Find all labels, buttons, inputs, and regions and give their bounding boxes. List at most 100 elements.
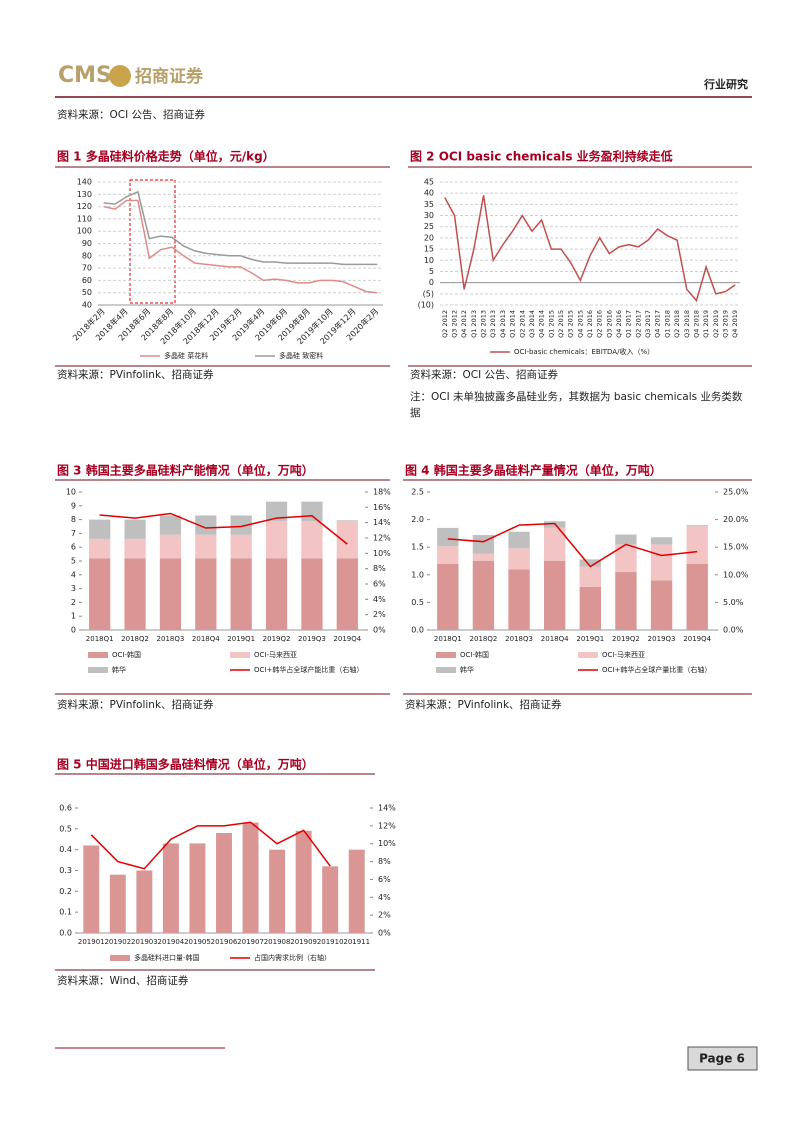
x-tick-label: Q2 2016 — [596, 310, 604, 338]
y2-tick-label: 10% — [378, 839, 396, 848]
x-tick-label: Q2 2015 — [557, 310, 565, 338]
x-tick-label: Q3 2019 — [721, 310, 729, 338]
bar — [159, 515, 182, 535]
chart-title: 图 4 韩国主要多晶硅料产量情况（单位，万吨） — [405, 463, 662, 478]
bar — [162, 843, 179, 933]
bar — [124, 519, 146, 539]
bar — [89, 519, 111, 539]
legend-label: 韩华 — [112, 665, 126, 674]
bar — [508, 548, 530, 570]
x-tick-label: 201905 — [184, 938, 211, 946]
y-tick-label: 9 — [71, 501, 76, 510]
y2-tick-label: 18% — [373, 488, 391, 497]
y2-tick-label: 10% — [373, 549, 391, 558]
line — [90, 821, 331, 870]
y-tick-label: 0 — [429, 278, 434, 287]
y2-tick-label: 2% — [378, 911, 391, 920]
line — [103, 190, 378, 266]
line — [447, 522, 698, 568]
x-tick-label: Q4 2015 — [576, 310, 584, 338]
y-tick-label: 2.0 — [411, 515, 424, 524]
legend-swatch — [230, 652, 250, 658]
y2-tick-label: 12% — [378, 821, 396, 830]
y-tick-label: 120 — [77, 202, 92, 211]
bar — [265, 520, 288, 559]
x-tick-label: Q1 2016 — [586, 310, 594, 338]
y-tick-label: 0 — [71, 626, 76, 635]
bar — [242, 822, 259, 933]
chart-title: 图 1 多晶硅料价格走势（单位，元/kg） — [57, 149, 275, 164]
legend-swatch — [436, 667, 456, 673]
bar — [686, 525, 708, 527]
y-tick-label: 0.3 — [59, 866, 72, 875]
x-tick-label: Q2 2012 — [441, 310, 449, 338]
legend-label: OCI-马来西亚 — [602, 651, 645, 659]
y-tick-label: 90 — [82, 239, 92, 248]
x-tick-label: Q1 2019 — [702, 310, 710, 338]
x-tick-label: Q4 2019 — [731, 310, 739, 338]
y-tick-label: 3 — [71, 584, 76, 593]
x-tick-label: Q1 2017 — [625, 310, 633, 338]
y-tick-label: 8 — [71, 515, 76, 524]
y-tick-label: 0.6 — [59, 804, 72, 813]
x-tick-label: Q2 2018 — [673, 310, 681, 338]
x-tick-label: 2018Q2 — [121, 635, 149, 643]
x-tick-label: Q2 2017 — [634, 310, 642, 338]
x-tick-label: 2019Q3 — [648, 635, 676, 643]
bar — [301, 558, 323, 630]
bar — [301, 501, 323, 521]
source: 资料来源：OCI 公告、招商证券 — [410, 368, 559, 381]
source: 资料来源：OCI 公告、招商证券 — [57, 108, 206, 121]
bar — [230, 515, 252, 535]
bar — [136, 870, 153, 933]
y-tick-label: 80 — [82, 251, 92, 260]
y-tick-label: 10 — [424, 256, 434, 265]
y2-tick-label: 4% — [373, 595, 386, 604]
y-tick-label: 35 — [424, 200, 434, 209]
legend-swatch — [436, 652, 456, 658]
legend-label: OCI-韩国 — [112, 650, 141, 659]
bar — [159, 534, 182, 559]
x-tick-label: Q4 2018 — [692, 310, 700, 338]
y2-tick-label: 2% — [373, 610, 386, 619]
y-tick-label: 10 — [66, 488, 76, 497]
x-tick-label: Q3 2018 — [683, 310, 691, 338]
logo: CMS — [58, 63, 112, 88]
y-tick-label: 0.0 — [59, 929, 72, 938]
bar — [686, 563, 708, 630]
x-tick-label: 2018Q3 — [505, 635, 533, 643]
y2-tick-label: 0.0% — [723, 626, 744, 635]
bar — [195, 558, 217, 630]
bar — [322, 866, 339, 933]
y-tick-label: 7 — [71, 529, 76, 538]
bar — [579, 586, 601, 630]
line — [99, 512, 348, 545]
chart-title: 图 2 OCI basic chemicals 业务盈利持续走低 — [410, 149, 673, 164]
y-tick-label: (5) — [423, 289, 434, 298]
x-tick-label: 201901 — [78, 938, 105, 946]
legend-label: OCI-韩国 — [460, 650, 489, 659]
bar — [348, 849, 365, 933]
page-number: Page 6 — [699, 1052, 745, 1066]
bar — [195, 534, 217, 559]
chart-title: 图 5 中国进口韩国多晶硅料情况（单位，万吨） — [57, 757, 314, 772]
legend-label: OCI-basic chemicals：EBITDA/收入（%） — [514, 347, 654, 356]
y-tick-label: 100 — [77, 227, 92, 236]
x-tick-label: Q4 2013 — [499, 310, 507, 338]
y2-tick-label: 0% — [373, 626, 386, 635]
x-tick-label: Q3 2013 — [489, 310, 497, 338]
y-tick-label: 0.4 — [59, 845, 72, 854]
y-tick-label: 50 — [82, 288, 92, 297]
company: 招商证券 — [135, 66, 204, 87]
x-tick-label: 2018Q4 — [541, 635, 569, 643]
x-tick-label: 2019Q3 — [298, 635, 326, 643]
bar — [295, 830, 312, 933]
x-tick-label: Q3 2014 — [528, 310, 536, 338]
legend-label: OCI+韩华占全球产能比重（右轴） — [254, 665, 363, 674]
legend-label: 多晶硅料进口量-韩国 — [134, 953, 200, 962]
y-tick-label: 45 — [424, 178, 434, 187]
x-tick-label: 2018Q4 — [192, 635, 220, 643]
y-tick-label: 0.5 — [411, 598, 424, 607]
y-tick-label: 0.5 — [59, 824, 72, 833]
bar — [89, 538, 111, 559]
